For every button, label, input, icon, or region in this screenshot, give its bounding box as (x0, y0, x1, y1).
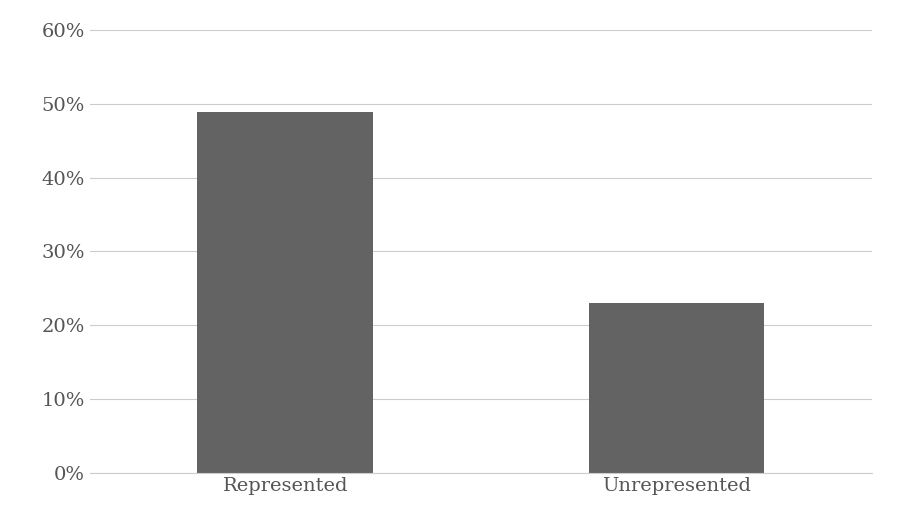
Bar (589, 303, 764, 472)
Bar (198, 111, 373, 473)
